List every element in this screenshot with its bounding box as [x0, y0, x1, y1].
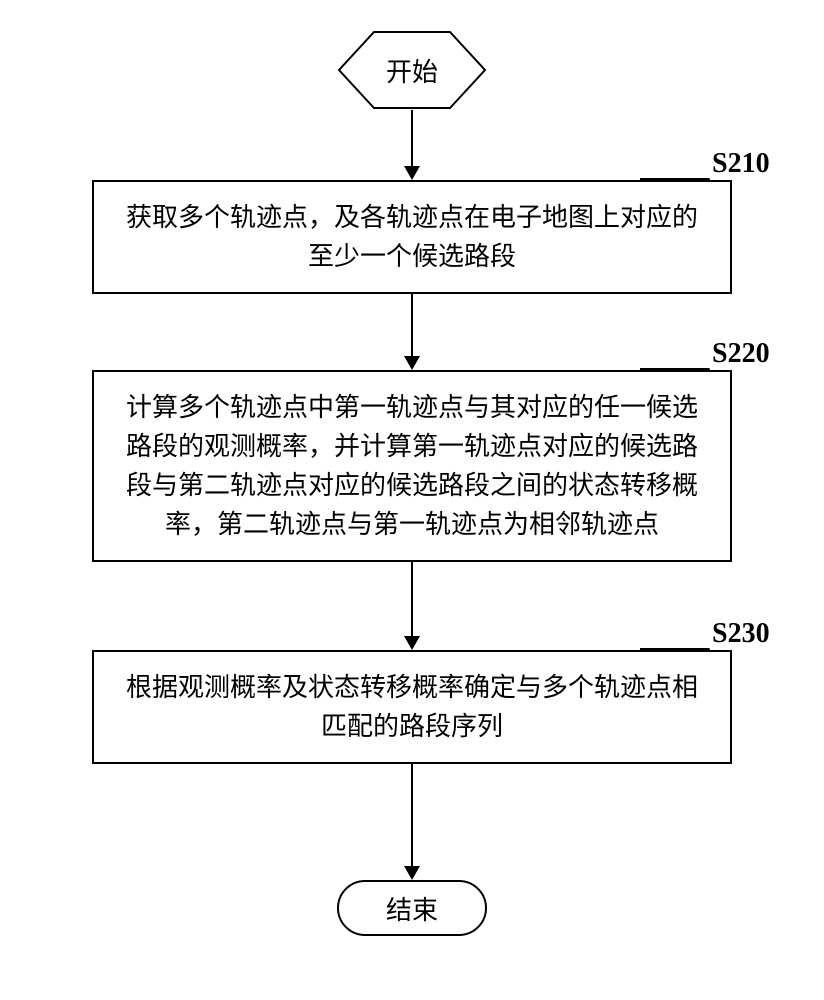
step-s210: 获取多个轨迹点，及各轨迹点在电子地图上对应的至少一个候选路段 [92, 180, 732, 294]
step-label-s220: S220 [712, 338, 770, 370]
step-label-s230: S230 [712, 618, 770, 650]
arrow-head [404, 356, 420, 370]
end-label: 结束 [386, 890, 438, 927]
step-s220: 计算多个轨迹点中第一轨迹点与其对应的任一候选路段的观测概率，并计算第一轨迹点对应… [92, 370, 732, 562]
arrow-head [404, 166, 420, 180]
arrow-line [411, 762, 413, 866]
step-label-s210: S210 [712, 148, 770, 180]
start-node: 开始 [337, 30, 487, 110]
start-label: 开始 [386, 52, 438, 89]
step-s230: 根据观测概率及状态转移概率确定与多个轨迹点相匹配的路段序列 [92, 650, 732, 764]
arrow-head [404, 636, 420, 650]
arrow-head [404, 866, 420, 880]
arrow-line [411, 292, 413, 356]
arrow-line [411, 110, 413, 166]
arrow-line [411, 562, 413, 636]
flowchart-container: 开始 S210 获取多个轨迹点，及各轨迹点在电子地图上对应的至少一个候选路段 S… [0, 0, 824, 1000]
end-node: 结束 [337, 880, 487, 936]
